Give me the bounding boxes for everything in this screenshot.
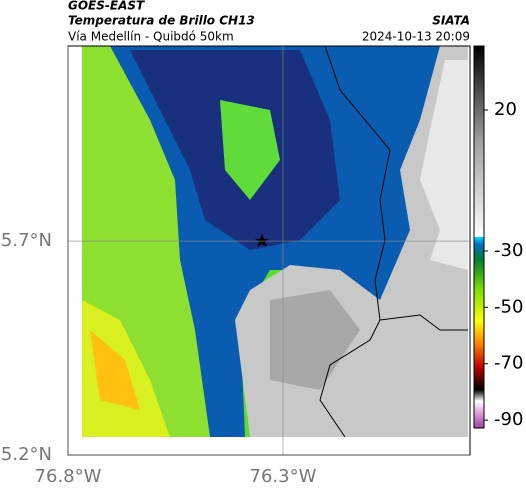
- subtitle: Temperatura de Brillo CH13: [68, 14, 255, 28]
- satellite-image: [82, 45, 468, 438]
- x-tick-label: 76.8°W: [35, 466, 102, 487]
- colorbar: [473, 45, 485, 429]
- location-marker: [255, 234, 269, 247]
- title: GOES-EAST: [68, 0, 145, 13]
- y-tick-label: 5.2°N: [1, 444, 52, 465]
- colorbar-tick-label: -50: [494, 296, 523, 317]
- datetime: 2024-10-13 20:09: [362, 30, 470, 44]
- colorbar-tick-label: -90: [494, 409, 523, 430]
- colorbar-tick-label: -70: [494, 353, 523, 374]
- x-tick-label: 76.3°W: [250, 466, 317, 487]
- region: Vía Medellín - Quibdó 50km: [68, 30, 234, 44]
- colorbar-tick-label: -30: [494, 240, 523, 261]
- source: SIATA: [432, 14, 470, 28]
- colorbar-tick-label: 20: [494, 99, 517, 120]
- y-tick-label: 5.7°N: [1, 230, 52, 251]
